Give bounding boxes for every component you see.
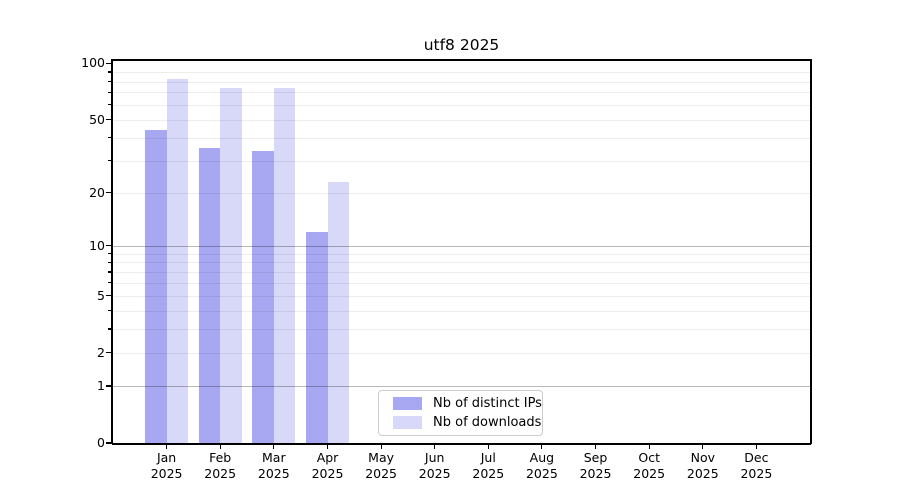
gridline-70 bbox=[113, 92, 810, 94]
gridline-3 bbox=[113, 329, 810, 330]
x-tick-apr bbox=[326, 444, 329, 449]
legend-label-downloads: Nb of downloads bbox=[433, 414, 542, 430]
x-tick-mar bbox=[273, 444, 275, 449]
y-tick-label-1: 1 bbox=[97, 378, 105, 393]
bar-downloads-jan bbox=[166, 78, 189, 443]
y-tick-10 bbox=[106, 245, 112, 247]
x-tick-jun bbox=[434, 444, 436, 449]
y-tick-label-10: 10 bbox=[89, 237, 105, 253]
gridline-50 bbox=[113, 119, 810, 121]
x-tick-label-may: May 2025 bbox=[365, 450, 397, 481]
y-tick-label-5: 5 bbox=[97, 287, 105, 303]
x-tick-label-jun: Jun 2025 bbox=[418, 450, 451, 481]
y-minor-tick-4 bbox=[108, 310, 112, 312]
x-tick-label-jul: Jul 2025 bbox=[472, 450, 505, 481]
y-tick-100 bbox=[106, 62, 112, 64]
x-tick-dec bbox=[755, 444, 757, 449]
gridline-4 bbox=[113, 310, 810, 312]
y-tick-label-100: 100 bbox=[81, 55, 105, 71]
bar-downloads-mar bbox=[273, 87, 296, 443]
y-tick-label-50: 50 bbox=[89, 111, 105, 127]
y-tick-label-20: 20 bbox=[89, 184, 105, 200]
x-tick-label-dec: Dec 2025 bbox=[740, 450, 773, 481]
y-minor-tick-6 bbox=[108, 282, 112, 284]
x-tick-label-nov: Nov 2025 bbox=[686, 450, 719, 481]
y-minor-tick-2 bbox=[108, 352, 112, 354]
top-spine bbox=[112, 59, 811, 61]
chart-title: utf8 2025 bbox=[423, 36, 500, 54]
bar-ips-jan bbox=[145, 129, 167, 443]
legend-swatch-downloads-icon bbox=[393, 415, 422, 429]
x-tick-aug bbox=[541, 444, 543, 449]
gridline-2 bbox=[113, 352, 810, 354]
y-minor-tick-20 bbox=[108, 192, 112, 194]
gridline-10 bbox=[113, 245, 810, 247]
bottom-spine bbox=[112, 443, 811, 445]
plot-area bbox=[106, 59, 812, 449]
x-tick-jan bbox=[166, 444, 168, 449]
x-tick-jul bbox=[487, 444, 489, 449]
gridline-20 bbox=[113, 192, 810, 194]
gridline-30 bbox=[113, 160, 810, 162]
gridline-1 bbox=[113, 386, 810, 387]
x-tick-label-oct: Oct 2025 bbox=[633, 450, 666, 481]
x-tick-sep bbox=[594, 444, 597, 449]
y-tick-label-2: 2 bbox=[97, 344, 105, 360]
x-tick-label-jan: Jan 2025 bbox=[150, 450, 183, 481]
y-minor-tick-70 bbox=[108, 91, 112, 93]
y-minor-tick-80 bbox=[108, 81, 112, 83]
bar-ips-feb bbox=[198, 148, 221, 443]
gridline-40 bbox=[113, 137, 810, 139]
y-tick-0 bbox=[106, 442, 112, 444]
bar-ips-mar bbox=[252, 150, 274, 443]
x-tick-nov bbox=[702, 444, 704, 449]
legend-item-ips: Nb of distinct IPs bbox=[387, 396, 542, 411]
gridline-90 bbox=[113, 72, 810, 73]
x-tick-oct bbox=[648, 444, 650, 449]
bar-downloads-feb bbox=[220, 87, 242, 443]
legend-label-ips: Nb of distinct IPs bbox=[433, 396, 542, 412]
y-minor-tick-30 bbox=[108, 160, 112, 162]
gridline-5 bbox=[113, 295, 810, 297]
legend-swatch-ips-icon bbox=[393, 397, 422, 411]
x-tick-may bbox=[380, 444, 382, 449]
y-minor-tick-3 bbox=[108, 328, 112, 330]
right-spine bbox=[810, 59, 812, 445]
y-minor-tick-5 bbox=[108, 295, 112, 297]
gridline-8 bbox=[113, 262, 810, 264]
bar-ips-apr bbox=[306, 232, 328, 443]
gridline-60 bbox=[113, 104, 810, 106]
x-tick-label-apr: Apr 2025 bbox=[311, 450, 344, 481]
y-minor-tick-8 bbox=[108, 261, 112, 263]
x-tick-feb bbox=[219, 444, 221, 449]
y-minor-tick-50 bbox=[108, 119, 112, 121]
y-minor-tick-90 bbox=[108, 71, 112, 73]
legend-item-downloads: Nb of downloads bbox=[387, 415, 541, 430]
x-tick-label-aug: Aug 2025 bbox=[525, 450, 558, 481]
y-minor-tick-7 bbox=[108, 271, 112, 273]
bar-downloads-apr bbox=[327, 181, 349, 443]
gridline-6 bbox=[113, 282, 810, 284]
y-tick-1 bbox=[106, 385, 112, 387]
gridline-7 bbox=[113, 272, 810, 273]
y-minor-tick-60 bbox=[108, 104, 112, 106]
legend: Nb of distinct IPs Nb of downloads bbox=[378, 390, 543, 436]
x-tick-label-sep: Sep 2025 bbox=[579, 450, 612, 481]
y-tick-label-0: 0 bbox=[97, 435, 105, 450]
x-tick-label-mar: Mar 2025 bbox=[257, 450, 290, 481]
y-minor-tick-9 bbox=[108, 253, 112, 255]
x-tick-label-feb: Feb 2025 bbox=[204, 450, 237, 481]
gridline-9 bbox=[113, 253, 810, 255]
y-minor-tick-40 bbox=[108, 137, 112, 139]
gridline-80 bbox=[113, 81, 810, 83]
left-spine bbox=[111, 59, 113, 445]
